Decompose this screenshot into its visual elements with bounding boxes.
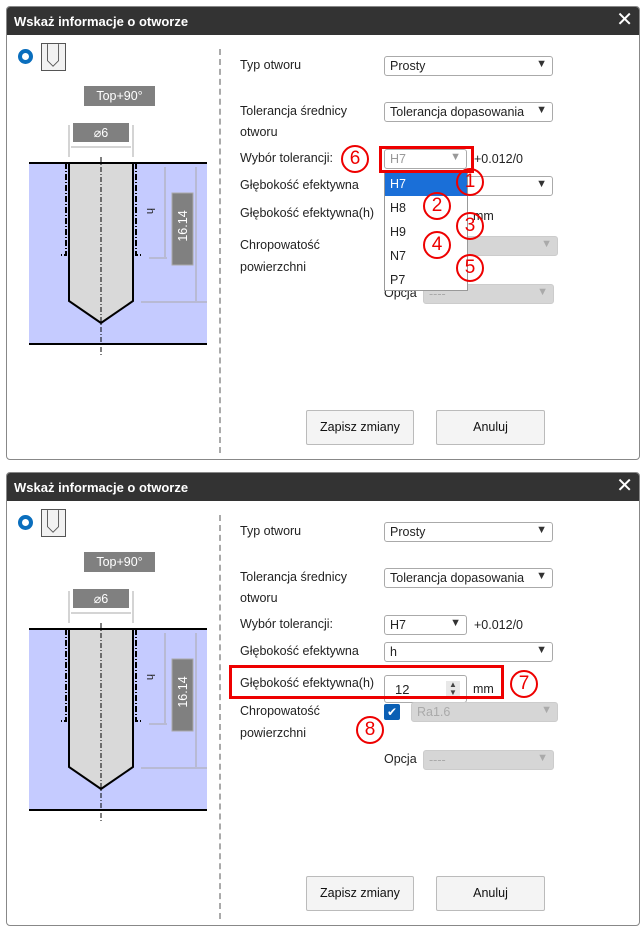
tolerance-label-2: otworu bbox=[240, 591, 278, 605]
option-label: Opcja bbox=[384, 752, 417, 766]
cancel-button[interactable]: Anuluj bbox=[436, 410, 545, 445]
dropdown-option[interactable]: N7 bbox=[390, 249, 406, 263]
tolerance-grade-value: H7 bbox=[390, 618, 406, 632]
roughness-label-2: powierzchni bbox=[240, 260, 307, 274]
annotation-8: 8 bbox=[356, 716, 384, 744]
chevron-down-icon: ▼ bbox=[541, 704, 552, 716]
hole-shape-icon[interactable] bbox=[41, 43, 66, 71]
eff-depth-h-value: 12 bbox=[395, 682, 410, 697]
diameter-label: ⌀6 bbox=[93, 592, 109, 606]
eff-depth-select[interactable]: h ▼ bbox=[384, 642, 553, 662]
depth-h-label: h bbox=[144, 673, 157, 681]
hole-type-value: Prosty bbox=[390, 59, 426, 73]
tolerance-value: Tolerancja dopasowania bbox=[390, 105, 525, 119]
roughness-label-2: powierzchni bbox=[240, 726, 307, 740]
dropdown-option[interactable]: P7 bbox=[390, 273, 406, 287]
save-button[interactable]: Zapisz zmiany bbox=[306, 876, 414, 911]
hole-type-value: Prosty bbox=[390, 525, 426, 539]
highlight-box bbox=[379, 146, 474, 173]
roughness-select[interactable]: Ra1.6 ▼ bbox=[411, 702, 558, 722]
hole-shape-icon[interactable] bbox=[41, 509, 66, 537]
chevron-down-icon: ▼ bbox=[450, 151, 461, 163]
annotation-2: 2 bbox=[423, 192, 451, 220]
chevron-down-icon: ▼ bbox=[537, 286, 548, 298]
chevron-down-icon: ▼ bbox=[536, 524, 547, 536]
spinner-icon[interactable]: ▲ ▼ bbox=[446, 681, 460, 697]
roughness-value: Ra1.6 bbox=[417, 705, 451, 719]
eff-depth-label: Głębokość efektywna bbox=[240, 644, 359, 658]
hole-diagram bbox=[29, 86, 207, 355]
tolerance-label: Tolerancja średnicy bbox=[240, 570, 347, 584]
annotation-5: 5 bbox=[456, 254, 484, 282]
chevron-down-icon: ▼ bbox=[536, 104, 547, 116]
dropdown-option[interactable]: H8 bbox=[390, 201, 406, 215]
annotation-6: 6 bbox=[341, 145, 369, 173]
hole-type-radio[interactable] bbox=[18, 49, 33, 64]
dialog-title: Wskaż informacje o otworze bbox=[7, 7, 639, 35]
tolerance-range: +0.012/0 bbox=[474, 152, 524, 166]
tolerance-select-label: Wybór tolerancji: bbox=[240, 617, 333, 631]
hole-type-select[interactable]: Prosty ▼ bbox=[384, 522, 553, 542]
tolerance-select[interactable]: Tolerancja dopasowania ▼ bbox=[384, 568, 553, 588]
annotation-1: 1 bbox=[456, 168, 484, 196]
mm-unit: mm bbox=[473, 682, 494, 696]
chevron-down-icon: ▼ bbox=[536, 58, 547, 70]
depth-value-label: 16.14 bbox=[176, 676, 190, 708]
save-button[interactable]: Zapisz zmiany bbox=[306, 410, 414, 445]
dialog-title: Wskaż informacje o otworze bbox=[7, 473, 639, 501]
hole-type-label: Typ otworu bbox=[240, 524, 302, 538]
tolerance-select-label: Wybór tolerancji: bbox=[240, 151, 333, 165]
hole-diagram bbox=[29, 552, 207, 821]
tolerance-dropdown-list: H7 H8 H9 N7 P7 bbox=[384, 171, 468, 291]
tolerance-grade-select[interactable]: H7 ▼ bbox=[384, 149, 467, 169]
roughness-label: Chropowatość bbox=[240, 704, 320, 718]
chevron-down-icon: ▼ bbox=[536, 178, 547, 190]
hole-type-radio[interactable] bbox=[18, 515, 33, 530]
dropdown-option[interactable]: H9 bbox=[390, 225, 406, 239]
dropdown-option[interactable]: H7 bbox=[385, 172, 467, 196]
eff-depth-value: h bbox=[390, 645, 397, 659]
eff-depth-h-label: Głębokość efektywna(h) bbox=[240, 206, 375, 220]
divider bbox=[219, 515, 221, 919]
highlight-box bbox=[229, 665, 504, 699]
divider bbox=[219, 49, 221, 453]
hole-type-label: Typ otworu bbox=[240, 58, 302, 72]
depth-h-label: h bbox=[144, 207, 157, 215]
roughness-label: Chropowatość bbox=[240, 238, 320, 252]
tolerance-grade-select[interactable]: H7 ▼ bbox=[384, 615, 467, 635]
option-select[interactable]: ---- ▼ bbox=[423, 750, 554, 770]
chevron-down-icon: ▼ bbox=[450, 617, 461, 629]
depth-value-label: 16.14 bbox=[176, 210, 190, 242]
top-angle-label: Top+90° bbox=[96, 89, 143, 103]
roughness-checkbox[interactable]: ✔ bbox=[384, 704, 400, 720]
tolerance-grade-value: H7 bbox=[390, 152, 406, 166]
eff-depth-h-label: Głębokość efektywna(h) bbox=[240, 676, 375, 690]
chevron-down-icon: ▼ bbox=[536, 570, 547, 582]
chevron-down-icon: ▼ bbox=[541, 238, 552, 250]
eff-depth-label: Głębokość efektywna bbox=[240, 178, 359, 192]
tolerance-select[interactable]: Tolerancja dopasowania ▼ bbox=[384, 102, 553, 122]
top-angle-label: Top+90° bbox=[96, 555, 143, 569]
hole-info-dialog-2: Wskaż informacje o otworze ✕ Top+90° ⌀6 … bbox=[6, 472, 640, 926]
hole-type-select[interactable]: Prosty ▼ bbox=[384, 56, 553, 76]
option-value: ---- bbox=[429, 753, 446, 767]
hole-info-dialog-1: Wskaż informacje o otworze ✕ Top+90° ⌀6 … bbox=[6, 6, 640, 460]
close-icon[interactable]: ✕ bbox=[616, 9, 633, 31]
annotation-3: 3 bbox=[456, 212, 484, 240]
chevron-down-icon: ▼ bbox=[536, 644, 547, 656]
tolerance-value: Tolerancja dopasowania bbox=[390, 571, 525, 585]
eff-depth-h-input[interactable]: 12 ▲ ▼ bbox=[384, 675, 467, 703]
annotation-7: 7 bbox=[510, 670, 538, 698]
chevron-down-icon: ▼ bbox=[537, 752, 548, 764]
close-icon[interactable]: ✕ bbox=[616, 475, 633, 497]
tolerance-label: Tolerancja średnicy bbox=[240, 104, 347, 118]
tolerance-label-2: otworu bbox=[240, 125, 278, 139]
cancel-button[interactable]: Anuluj bbox=[436, 876, 545, 911]
annotation-4: 4 bbox=[423, 231, 451, 259]
tolerance-range: +0.012/0 bbox=[474, 618, 524, 632]
diameter-label: ⌀6 bbox=[93, 126, 109, 140]
